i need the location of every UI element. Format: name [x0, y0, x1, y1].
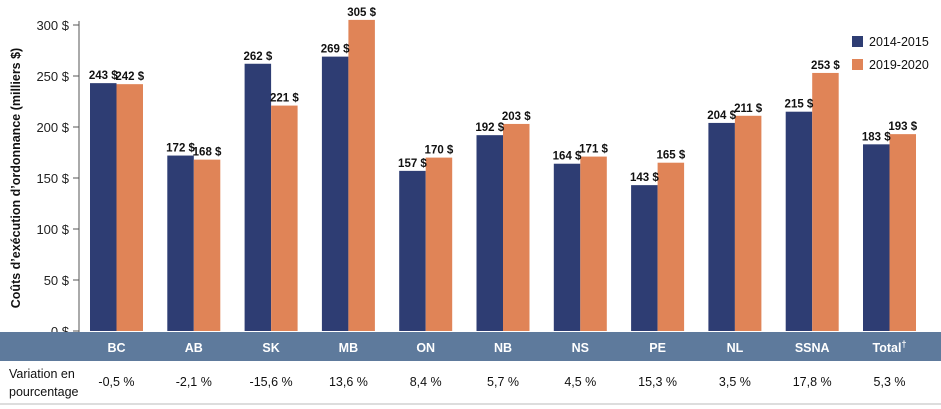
bar-value-label: 143 $ — [630, 172, 659, 184]
bar-value-label: 269 $ — [321, 44, 350, 56]
category-label-total: Total† — [873, 339, 907, 355]
bar-value-label: 221 $ — [270, 93, 299, 105]
category-labels: BC AB SK MB ON NB NS PE NL SSNA Total† — [107, 339, 906, 355]
bar-2019-2020-SK — [271, 105, 298, 331]
variation-value: 4,5 % — [564, 375, 596, 389]
y-tick-label: 150 $ — [36, 171, 69, 186]
bar-value-label: 253 $ — [811, 60, 840, 72]
bar-value-label: 203 $ — [502, 111, 531, 123]
bar-2014-2015-SK — [244, 63, 272, 331]
bar-value-label: 157 $ — [398, 158, 427, 170]
bar-2019-2020-PE — [657, 162, 685, 331]
legend-label-2019-2020: 2019-2020 — [869, 58, 929, 72]
legend-swatch-2019-2020 — [852, 59, 863, 70]
variation-value: 3,5 % — [719, 375, 751, 389]
variation-value: -2,1 % — [176, 375, 212, 389]
y-axis-title: Coûts d’exécution d’ordonnance (milliers… — [9, 48, 23, 308]
variation-values: -0,5 % -2,1 % -15,6 % 13,6 % 8,4 % 5,7 % 4,5 %… — [98, 375, 905, 389]
bar-2019-2020-SSNA — [812, 72, 839, 331]
bar-value-label: 204 $ — [707, 110, 736, 122]
category-label-on: ON — [416, 341, 435, 355]
bar-2014-2015-ON — [399, 170, 426, 331]
bar-value-label: 211 $ — [734, 103, 763, 115]
y-tick-label: 300 $ — [36, 18, 69, 33]
bar-value-label: 192 $ — [475, 122, 504, 134]
bar-2014-2015-MB — [321, 56, 349, 332]
y-tick-label: 250 $ — [36, 69, 69, 84]
bar-2019-2020-NS — [580, 156, 607, 331]
bar-value-label: 165 $ — [656, 150, 685, 162]
bar-2019-2020-NL — [734, 115, 762, 331]
bars — [90, 19, 916, 332]
bar-value-label: 193 $ — [888, 121, 917, 133]
variation-label-line2: pourcentage — [9, 385, 79, 399]
category-label-ssna: SSNA — [795, 341, 830, 355]
variation-value: 8,4 % — [410, 375, 442, 389]
legend: 2014-2015 2019-2020 — [852, 35, 929, 72]
bar-2014-2015-NL — [708, 122, 735, 331]
variation-value: 17,8 % — [793, 375, 832, 389]
category-label-pe: PE — [649, 341, 666, 355]
bar-2014-2015-AB — [167, 155, 194, 331]
bar-value-label: 168 $ — [193, 147, 222, 159]
y-tick-label: 50 $ — [44, 273, 70, 288]
bar-value-label: 171 $ — [579, 144, 608, 156]
bar-value-label: 183 $ — [862, 131, 891, 143]
variation-label-line1: Variation en — [9, 367, 75, 381]
y-tick-label: 100 $ — [36, 222, 69, 237]
variation-value: 13,6 % — [329, 375, 368, 389]
variation-value: 15,3 % — [638, 375, 677, 389]
bar-value-label: 242 $ — [115, 71, 144, 83]
bar-2014-2015-Total — [863, 144, 890, 331]
bar-2014-2015-NS — [553, 163, 581, 331]
legend-swatch-2014-2015 — [852, 36, 863, 47]
bar-2019-2020-NB — [503, 123, 530, 331]
bar-value-label: 164 $ — [553, 151, 582, 163]
variation-value: 5,7 % — [487, 375, 519, 389]
bar-2019-2020-ON — [425, 157, 453, 331]
bar-value-label: 170 $ — [425, 145, 454, 157]
variation-value: -15,6 % — [250, 375, 293, 389]
bar-value-label: 172 $ — [166, 143, 195, 155]
bar-value-label: 305 $ — [347, 7, 376, 19]
category-label-sk: SK — [262, 341, 279, 355]
bar-2019-2020-Total — [889, 134, 916, 331]
bar-2014-2015-SSNA — [785, 111, 813, 331]
bar-value-label: 262 $ — [243, 51, 272, 63]
y-axis: 0 $50 $100 $150 $200 $250 $300 $ — [36, 18, 80, 339]
bar-2019-2020-AB — [193, 159, 221, 331]
bar-2014-2015-NB — [476, 135, 503, 331]
category-band — [0, 332, 941, 361]
bar-value-labels: 243 $242 $ 172 $168 $ 262 $ 221 $ 269 $ 305 $… — [89, 7, 918, 184]
legend-label-2014-2015: 2014-2015 — [869, 35, 929, 49]
total-dagger: † — [901, 339, 906, 349]
category-label-mb: MB — [339, 341, 358, 355]
y-tick-label: 200 $ — [36, 120, 69, 135]
category-label-nb: NB — [494, 341, 512, 355]
bar-value-label: 215 $ — [785, 99, 814, 111]
category-label-ns: NS — [572, 341, 589, 355]
category-label-ab: AB — [185, 341, 203, 355]
bar-2014-2015-BC — [90, 83, 117, 331]
category-label-bc: BC — [107, 341, 125, 355]
variation-value: 5,3 % — [874, 375, 906, 389]
bar-2019-2020-MB — [348, 19, 375, 332]
bar-value-label: 243 $ — [89, 70, 118, 82]
category-label-nl: NL — [727, 341, 744, 355]
bar-2019-2020-BC — [116, 84, 143, 331]
bar-2014-2015-PE — [631, 185, 658, 331]
variation-value: -0,5 % — [98, 375, 134, 389]
